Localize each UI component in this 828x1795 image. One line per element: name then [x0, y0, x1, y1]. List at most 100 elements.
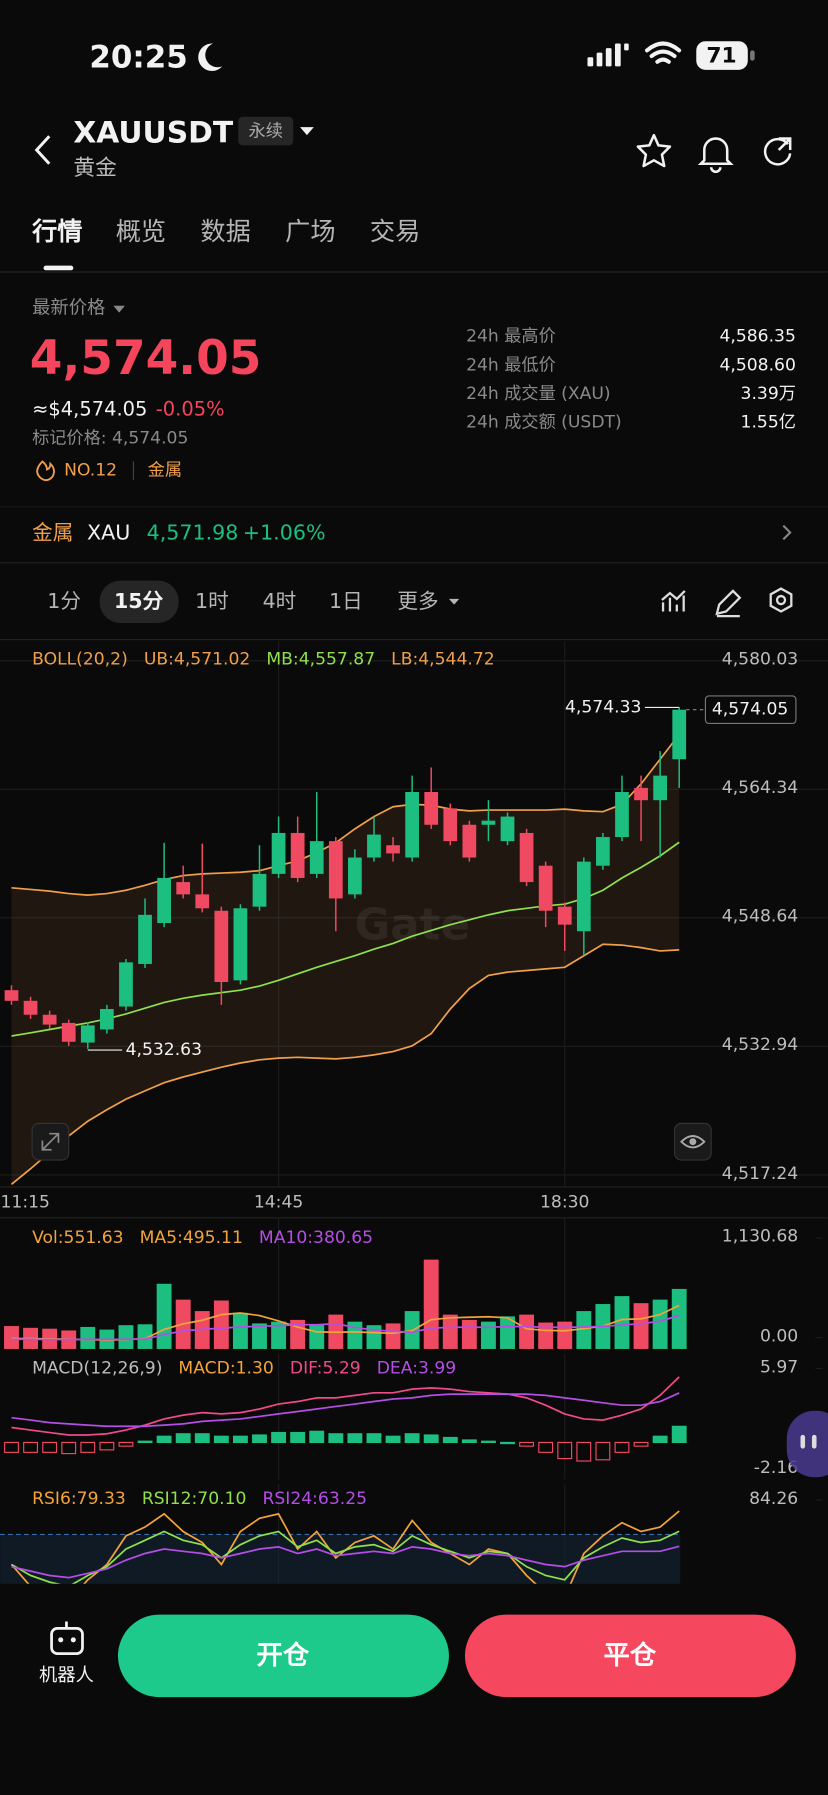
settings-button[interactable]	[769, 587, 793, 613]
rank-icon	[36, 460, 55, 482]
floating-assistant[interactable]	[786, 1410, 828, 1478]
macd-bar	[480, 1440, 496, 1444]
stat-value: 3.39万	[741, 384, 796, 404]
legend-entry: Vol:551.63	[32, 1228, 123, 1248]
candle-body	[176, 882, 191, 895]
candle-body	[348, 857, 362, 895]
candle-body	[233, 908, 248, 981]
tab[interactable]: 数据	[200, 217, 250, 246]
tab[interactable]: 交易	[370, 217, 420, 246]
candle-body	[138, 914, 152, 964]
candle-body	[634, 787, 648, 801]
macd-bar	[461, 1439, 477, 1444]
legend-entry: UB:4,571.02	[144, 650, 251, 670]
macd-bar	[175, 1433, 191, 1444]
x-tick-label: 11:15	[0, 1192, 49, 1212]
battery-level: 71	[706, 44, 736, 69]
candle-body	[672, 709, 687, 760]
indicator-button[interactable]	[661, 590, 686, 612]
interval[interactable]: 更多	[397, 589, 438, 613]
sector[interactable]: 金属	[148, 461, 182, 481]
divider	[0, 1186, 828, 1188]
volume-bar	[633, 1303, 649, 1349]
candle-body	[596, 837, 610, 866]
annotation: 4,574.33	[565, 697, 641, 717]
macd-bar	[61, 1441, 77, 1455]
divider	[0, 271, 828, 273]
tab[interactable]: 广场	[285, 217, 335, 246]
candle-body	[481, 820, 496, 825]
candle-body	[4, 990, 19, 1001]
volume-bar	[519, 1314, 535, 1349]
volume-bar	[271, 1321, 287, 1349]
open-button[interactable]	[117, 1614, 449, 1698]
battery-tip	[750, 50, 755, 61]
index-link[interactable]	[782, 524, 792, 541]
moon-icon	[198, 43, 223, 71]
macd-bar	[385, 1435, 401, 1444]
volume-bar	[4, 1326, 19, 1349]
favorite-button[interactable]	[636, 133, 672, 168]
candle-body	[328, 841, 343, 899]
legend-entry: RSI6:79.33	[32, 1489, 126, 1509]
macd-bar	[328, 1433, 344, 1444]
interval[interactable]: 15分	[114, 589, 164, 613]
stat-label: 24h 最高价	[466, 327, 556, 347]
candle-body	[557, 906, 572, 925]
symbol-dropdown[interactable]	[300, 127, 314, 136]
interval[interactable]: 1时	[195, 589, 229, 613]
interval[interactable]: 4时	[263, 589, 297, 613]
macd-bar	[118, 1441, 134, 1447]
fullscreen-icon	[41, 1132, 60, 1151]
legend-entry: MA10:380.65	[259, 1228, 373, 1248]
interval-selected-bg	[99, 580, 179, 623]
stat-label: 24h 成交额 (USDT)	[466, 413, 622, 433]
candle-body	[519, 832, 534, 883]
divider	[0, 562, 828, 564]
annotation: 4,532.63	[126, 1040, 202, 1060]
interval[interactable]: 1日	[329, 589, 363, 613]
volume-bar	[614, 1296, 630, 1349]
back-button[interactable]	[34, 135, 51, 165]
legend-entry: BOLL(20,2)	[32, 650, 128, 670]
share-button[interactable]	[763, 137, 792, 166]
battery	[696, 41, 748, 70]
y-tick-label: 0.00	[760, 1326, 798, 1346]
price-label: 最新价格	[32, 298, 105, 319]
macd-bar	[252, 1434, 267, 1444]
interval-more-dropdown[interactable]	[448, 598, 460, 605]
macd-bar	[156, 1435, 172, 1444]
macd-bar	[404, 1433, 420, 1444]
open-label: 开仓	[257, 1640, 310, 1671]
candle-body	[271, 832, 286, 874]
y-tick-label: 4,517.24	[722, 1164, 798, 1184]
x-tick-label: 18:30	[540, 1192, 589, 1212]
rank: NO.12	[64, 461, 117, 481]
eye-pupil	[689, 1138, 697, 1146]
candle-body	[80, 1025, 95, 1043]
interval[interactable]: 1分	[47, 589, 81, 613]
rsi-plot	[0, 1510, 681, 1584]
legend-entry: MB:4,557.87	[266, 650, 375, 670]
macd-bar	[423, 1434, 439, 1444]
draw-button[interactable]	[715, 589, 742, 618]
legend-entry: RSI24:63.25	[262, 1489, 367, 1509]
candle-body	[367, 834, 381, 858]
indicator-line	[11, 1376, 680, 1436]
macd-bar	[42, 1441, 58, 1453]
alert-button[interactable]	[697, 137, 734, 173]
price-label-dropdown[interactable]	[113, 305, 125, 313]
badge: 永续	[249, 122, 283, 142]
macd-bar	[194, 1433, 210, 1444]
robot-label[interactable]: 机器人	[39, 1665, 94, 1686]
macd-bar	[614, 1441, 630, 1453]
macd-bar	[633, 1441, 649, 1447]
divider	[0, 1217, 828, 1219]
tab[interactable]: 概览	[116, 217, 166, 246]
legend-entry: LB:4,544.72	[391, 650, 495, 670]
tab[interactable]: 行情	[31, 217, 82, 246]
close-button[interactable]	[464, 1614, 796, 1698]
candle-body	[290, 832, 305, 878]
mark-price: 标记价格: 4,574.05	[32, 429, 188, 449]
